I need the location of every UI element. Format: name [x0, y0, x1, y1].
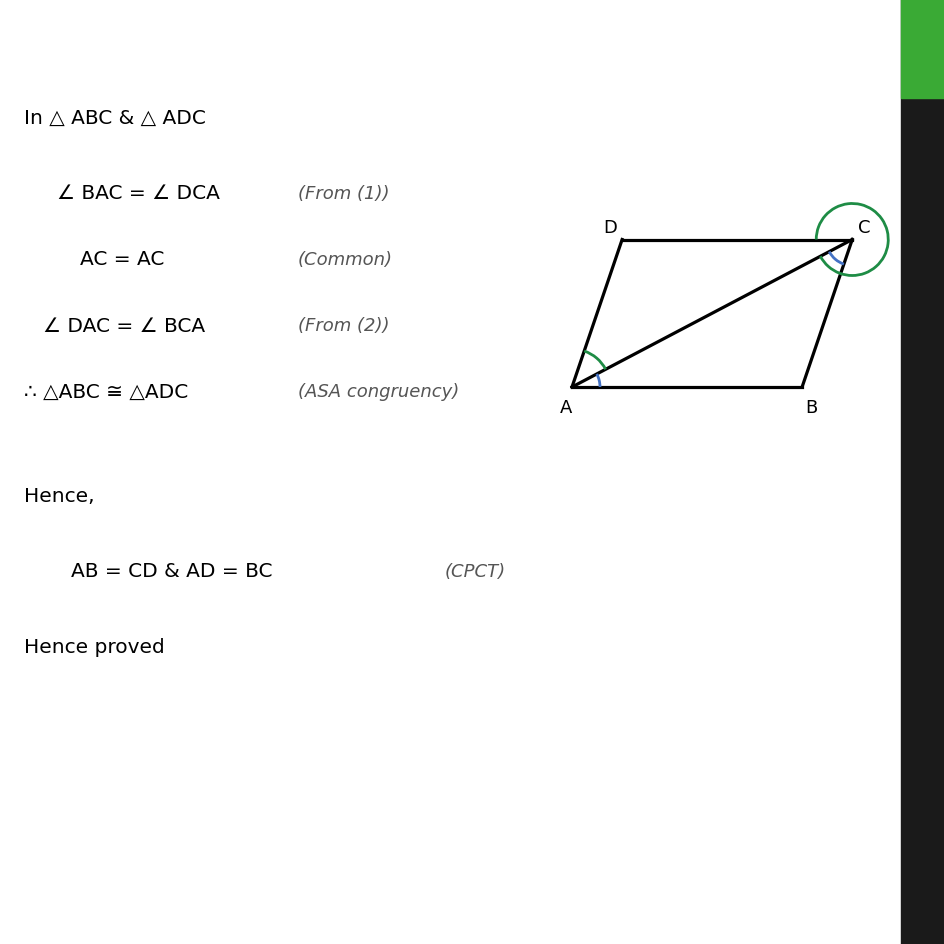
- Bar: [900, 0, 944, 99]
- Text: AC = AC: AC = AC: [80, 250, 164, 269]
- Text: (From (1)): (From (1)): [297, 184, 389, 203]
- Text: (Common): (Common): [297, 250, 393, 269]
- Text: (ASA congruency): (ASA congruency): [297, 382, 459, 401]
- Text: (CPCT): (CPCT): [444, 562, 505, 581]
- Text: teachoo.com: teachoo.com: [776, 18, 892, 36]
- Text: Hence proved: Hence proved: [24, 637, 164, 656]
- Text: In △ ABC & △ ADC: In △ ABC & △ ADC: [24, 109, 205, 127]
- Text: AB = CD & AD = BC: AB = CD & AD = BC: [71, 562, 272, 581]
- Text: (From (2)): (From (2)): [297, 316, 389, 335]
- Text: ∴ △ABC ≅ △ADC: ∴ △ABC ≅ △ADC: [24, 382, 188, 401]
- Text: A: A: [560, 398, 572, 416]
- Text: B: B: [804, 398, 817, 416]
- Text: ∠ DAC = ∠ BCA: ∠ DAC = ∠ BCA: [42, 316, 205, 335]
- Text: ∠ BAC = ∠ DCA: ∠ BAC = ∠ DCA: [57, 184, 219, 203]
- Bar: [900, 0, 944, 944]
- Text: Hence,: Hence,: [24, 486, 94, 505]
- Text: D: D: [602, 219, 616, 237]
- Text: C: C: [857, 219, 869, 237]
